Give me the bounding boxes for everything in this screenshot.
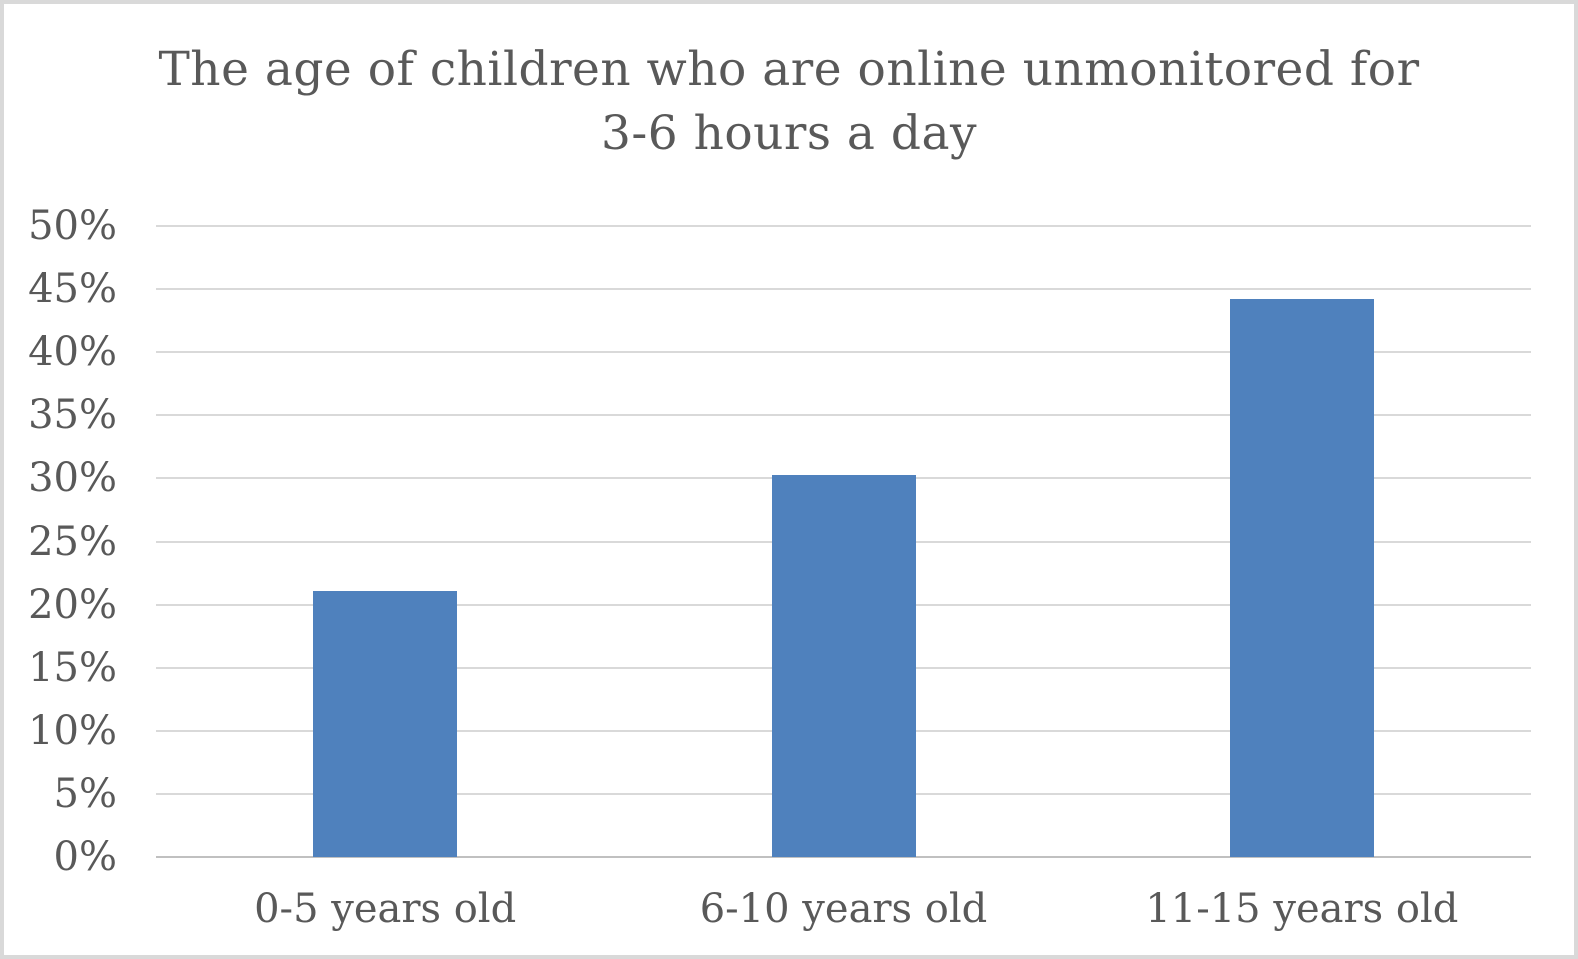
gridline-50 — [156, 225, 1531, 227]
bar-11-15-years-old — [1229, 299, 1374, 857]
chart-title-line-2: 3-6 hours a day — [600, 106, 978, 161]
x-axis-category-label: 6-10 years old — [699, 886, 988, 932]
y-axis-tick-label: 50% — [28, 203, 117, 249]
y-axis-tick-label: 35% — [28, 392, 117, 439]
bar-0-5-years-old — [313, 590, 458, 857]
chart-title-line-1: The age of children who are online unmon… — [158, 42, 1420, 97]
chart-title: The age of children who are online unmon… — [4, 38, 1574, 166]
y-axis-tick-label: 30% — [28, 455, 117, 502]
y-axis-tick-label: 25% — [28, 518, 117, 565]
gridline-45 — [156, 288, 1531, 291]
gridline-40 — [156, 351, 1531, 354]
y-axis-tick-label: 5% — [53, 770, 117, 817]
gridline-35 — [156, 414, 1531, 417]
y-axis-tick-label: 10% — [28, 707, 117, 754]
y-axis-tick-label: 40% — [28, 329, 117, 376]
y-axis-tick-label: 0% — [53, 834, 117, 880]
y-axis-tick-label: 15% — [28, 644, 117, 691]
x-axis-line — [156, 856, 1531, 858]
x-axis-category-label: 11-15 years old — [1145, 886, 1459, 932]
y-axis-tick-label: 45% — [28, 266, 117, 313]
x-axis-category-label: 0-5 years old — [254, 886, 517, 932]
y-axis-tick-label: 20% — [28, 581, 117, 628]
bar-6-10-years-old — [771, 474, 916, 857]
